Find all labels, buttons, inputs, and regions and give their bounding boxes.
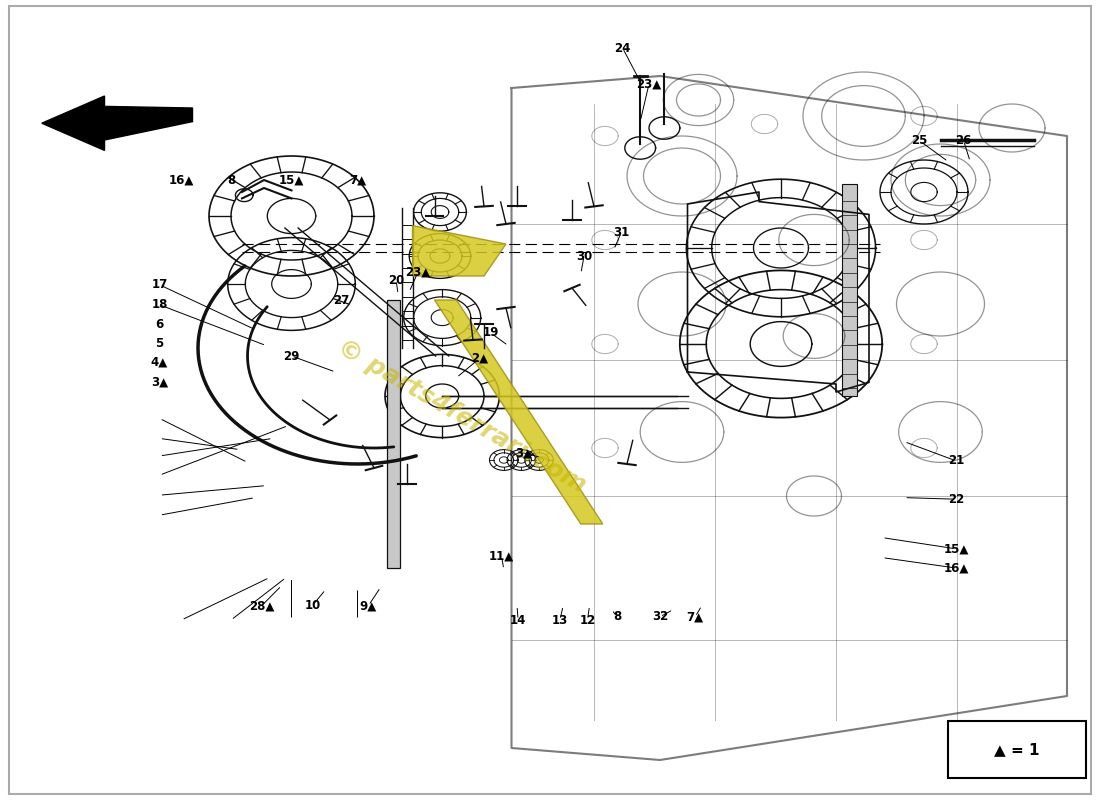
Text: 22: 22 [948, 493, 964, 506]
Text: 12: 12 [580, 614, 595, 626]
Text: 32: 32 [652, 610, 668, 623]
Text: 15▲: 15▲ [278, 174, 305, 186]
Text: 23▲: 23▲ [637, 78, 661, 90]
Text: 16▲: 16▲ [168, 174, 195, 186]
Text: 2▲: 2▲ [471, 352, 488, 365]
Text: 10: 10 [305, 599, 320, 612]
Text: 7▲: 7▲ [686, 610, 704, 623]
Text: 26: 26 [956, 134, 971, 147]
Text: 3▲: 3▲ [151, 375, 168, 388]
Text: 30: 30 [576, 250, 592, 262]
Text: 25: 25 [912, 134, 927, 147]
Text: ▲ = 1: ▲ = 1 [994, 742, 1040, 757]
Text: 11▲: 11▲ [490, 550, 514, 562]
Text: 27: 27 [333, 294, 349, 306]
Text: 9▲: 9▲ [360, 599, 377, 612]
Bar [842, 184, 857, 396]
Text: 5: 5 [155, 338, 164, 350]
Text: 17: 17 [152, 278, 167, 291]
Text: 14: 14 [510, 614, 526, 626]
Text: 6: 6 [155, 318, 164, 331]
FancyBboxPatch shape [948, 721, 1086, 778]
Polygon shape [434, 300, 603, 524]
Text: 7▲: 7▲ [349, 174, 366, 186]
Text: 16▲: 16▲ [943, 562, 969, 574]
Text: 23▲: 23▲ [406, 266, 430, 278]
Text: 19: 19 [483, 326, 498, 339]
Text: 8: 8 [613, 610, 621, 623]
Bar [387, 300, 400, 568]
Text: 31: 31 [614, 226, 629, 238]
Text: 29: 29 [284, 350, 299, 362]
Text: 4▲: 4▲ [151, 355, 168, 368]
Polygon shape [42, 96, 192, 150]
Text: 18: 18 [152, 298, 167, 311]
Text: 13: 13 [552, 614, 568, 626]
Text: © parts4ferrari.com: © parts4ferrari.com [333, 335, 591, 497]
Polygon shape [412, 226, 506, 276]
Text: 15▲: 15▲ [943, 542, 969, 555]
Text: 21: 21 [948, 454, 964, 467]
Text: 28▲: 28▲ [249, 599, 275, 612]
Text: 24: 24 [615, 42, 630, 54]
Text: 20: 20 [388, 274, 404, 286]
Text: 3▲: 3▲ [515, 446, 532, 459]
Text: 8: 8 [227, 174, 235, 186]
